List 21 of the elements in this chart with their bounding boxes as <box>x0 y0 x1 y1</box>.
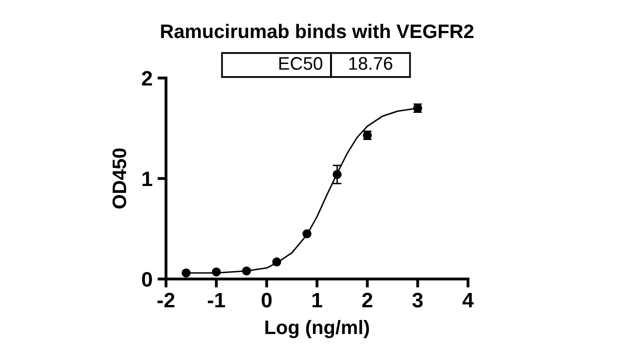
x-tick-label: 2 <box>362 292 372 308</box>
x-tick-label: 0 <box>262 292 272 308</box>
point <box>272 257 282 266</box>
text: 18.76 <box>349 57 392 70</box>
y-tick-label: 1 <box>142 172 152 186</box>
point <box>242 266 252 276</box>
x-tick-label: -1 <box>208 292 226 308</box>
x-tick-label: 1 <box>312 292 322 308</box>
point <box>182 268 191 278</box>
x-axis-title: Log (ng/ml) <box>265 320 369 338</box>
point <box>332 170 342 179</box>
y-tick-label: 2 <box>142 71 152 86</box>
y-axis-title: OD450 <box>112 148 126 209</box>
x-tick-label: -2 <box>158 292 174 308</box>
x-tick-label: 3 <box>412 292 423 308</box>
x-tick-label: 4 <box>462 292 474 308</box>
point <box>212 267 221 276</box>
point <box>302 229 312 238</box>
y-tick-label: 0 <box>142 272 152 287</box>
chart-title: Ramucirumab binds with VEGFR2 <box>161 24 474 38</box>
text: EC50 <box>279 57 322 70</box>
